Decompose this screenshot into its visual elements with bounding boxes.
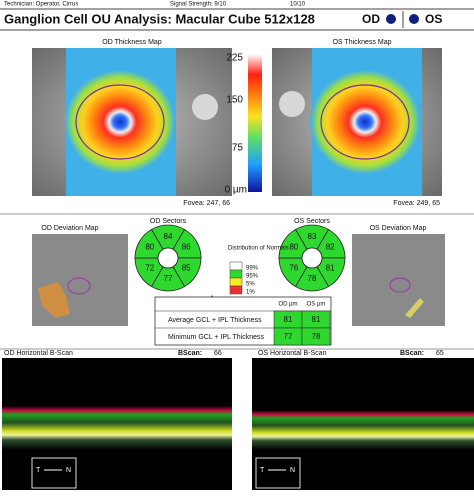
od-dev-area [38,282,70,318]
od-deviation-title: OD Deviation Map [41,225,98,232]
os-sectors-title: OS Sectors [294,218,330,225]
column-header: OD µm [278,302,297,308]
scale-label: 150 [226,95,243,106]
t-label: T [36,467,41,474]
os-sectors: 83 82 81 78 76 80 [278,224,346,292]
od-dot [386,14,396,24]
od-deviation-map [32,234,128,326]
sector-value: 78 [308,274,317,283]
od-bscan-layers [2,382,232,450]
orientation-box [255,457,301,489]
od-fovea: Fovea: 247, 66 [183,200,230,207]
legend: 99% 95% 5% 1% [229,261,259,296]
sector-value: 83 [308,232,317,241]
signal-od: Signal Strength: 9/10 [170,2,227,8]
od-disc [192,94,218,120]
od-sectors: 84 86 85 77 72 80 [134,224,202,292]
sector-value: 86 [182,243,191,252]
legend-title: Distribution of Normals [228,246,289,252]
n-label: N [290,467,295,474]
scale-label: 225 [226,53,243,64]
sector-value: 72 [145,264,154,273]
sector-center [301,247,323,269]
cell-value: 81 [312,315,321,324]
legend-label: 1% [246,290,255,296]
os-bscan-value: 65 [436,350,444,357]
os-deviation-title: OS Deviation Map [370,225,427,232]
sector-value: 85 [182,264,191,273]
sector-value: 84 [164,232,173,241]
sector-value: 80 [289,243,298,252]
od-bscan-title: OD Horizontal B-Scan [4,350,73,357]
sector-value: 82 [326,243,335,252]
n-label: N [66,467,71,474]
legend-label: 99% [246,266,259,272]
cell-value: 77 [284,332,293,341]
os-disc [279,91,305,117]
sector-center [157,247,179,269]
cell-value: 81 [284,315,293,324]
t-label: T [260,467,265,474]
od-label: OD [362,12,380,26]
cell-value: 78 [312,332,321,341]
title: Ganglion Cell OU Analysis: Macular Cube … [4,11,315,26]
os-map [310,70,420,174]
od-map [65,70,175,174]
sector-value: 76 [289,264,298,273]
orientation-box [31,457,77,489]
bscan-label: BScan: [400,350,424,357]
os-label: OS [425,12,442,26]
legend-swatch [229,277,243,287]
table: OD µm OS µm Average GCL + IPL Thickness 81 8… [154,296,332,346]
legend-label: 5% [246,282,255,288]
sector-value: 81 [326,264,335,273]
od-ellipse [75,84,165,160]
os-thickness-title: OS Thickness Map [332,39,391,46]
bscan-label: BScan: [178,350,202,357]
os-ellipse [320,84,410,160]
legend-swatch [229,261,243,271]
legend-swatch [229,269,243,279]
od-bscan-value: 66 [214,350,222,357]
os-fovea: Fovea: 249, 65 [393,200,440,207]
scale-label: 0 µm [225,185,247,196]
sector-value: 77 [164,274,173,283]
os-dev-area [405,298,424,318]
sector-value: 80 [145,243,154,252]
os-bscan-layers [252,388,474,450]
column-header: OS µm [307,302,326,308]
od-thickness-title: OD Thickness Map [102,39,161,46]
scale-label: 75 [232,143,244,154]
os-bscan-title: OS Horizontal B-Scan [258,350,327,357]
legend-label: 95% [246,274,259,280]
row-label: Minimum GCL + IPL Thickness [168,334,265,341]
color-scale [248,54,262,192]
legend-swatch [229,285,243,295]
os-dot [409,14,419,24]
os-dev-ellipse [389,277,411,293]
os-deviation-map [352,234,445,326]
signal-os: 10/10 [290,2,306,8]
od-sectors-title: OD Sectors [150,218,187,225]
technician: Technician: Operator, Cirrus [4,2,78,8]
row-label: Average GCL + IPL Thickness [168,317,262,324]
od-dev-ellipse [67,277,91,295]
value-cell [301,327,331,346]
